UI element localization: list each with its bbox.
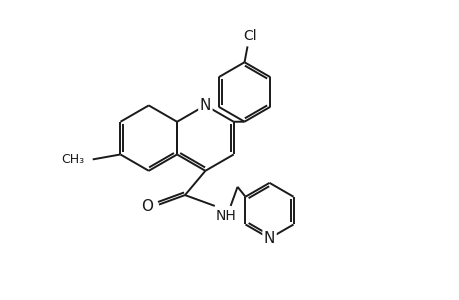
Text: NH: NH [215,209,236,223]
Text: Cl: Cl [243,29,257,44]
Text: N: N [199,98,211,113]
Text: O: O [141,199,153,214]
Text: N: N [263,231,274,246]
Text: CH₃: CH₃ [62,153,84,166]
